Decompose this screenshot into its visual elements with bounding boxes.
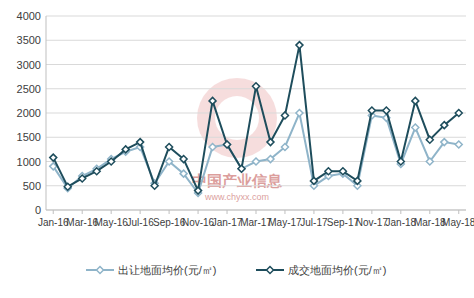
x-tick bbox=[111, 210, 112, 214]
legend-label: 出让地面均价(元/㎡) bbox=[118, 264, 216, 276]
y-tick-label: 1000 bbox=[17, 156, 41, 168]
series-marker bbox=[426, 158, 433, 165]
x-tick bbox=[256, 210, 257, 214]
series-marker bbox=[253, 83, 260, 90]
series-marker bbox=[281, 112, 288, 119]
watermark-url: www.chyxx.com bbox=[204, 192, 269, 202]
grid-line bbox=[46, 185, 466, 186]
series-marker bbox=[180, 156, 187, 163]
x-tick-label: Jan-18 bbox=[386, 217, 417, 228]
x-tick bbox=[140, 210, 141, 214]
x-tick bbox=[53, 210, 54, 214]
grid-line bbox=[46, 16, 466, 17]
x-tick bbox=[169, 210, 170, 214]
x-tick bbox=[227, 210, 228, 214]
series-marker bbox=[209, 143, 216, 150]
series-marker bbox=[412, 97, 419, 104]
series-marker bbox=[166, 143, 173, 150]
series-marker bbox=[93, 168, 100, 175]
series-marker bbox=[455, 110, 462, 117]
series-marker bbox=[339, 168, 346, 175]
series-marker bbox=[166, 158, 173, 165]
x-tick-label: Sep-16 bbox=[153, 217, 186, 228]
series-marker bbox=[267, 156, 274, 163]
series-marker bbox=[137, 139, 144, 146]
series-marker bbox=[209, 97, 216, 104]
series-marker bbox=[122, 146, 129, 153]
series-marker bbox=[412, 124, 419, 131]
x-tick-label: Jul-17 bbox=[300, 217, 328, 228]
x-tick bbox=[458, 210, 459, 214]
y-tick-label: 2500 bbox=[17, 83, 41, 95]
series-marker bbox=[108, 158, 115, 165]
y-tick-label: 500 bbox=[23, 180, 41, 192]
x-tick bbox=[429, 210, 430, 214]
x-tick bbox=[371, 210, 372, 214]
series-marker bbox=[281, 143, 288, 150]
series-marker bbox=[79, 175, 86, 182]
y-tick-label: 0 bbox=[35, 204, 41, 216]
legend-marker bbox=[267, 267, 274, 274]
y-tick-label: 3500 bbox=[17, 34, 41, 46]
x-tick-label: Nov-16 bbox=[182, 217, 215, 228]
grid-line bbox=[46, 64, 466, 65]
x-tick-label: May-17 bbox=[268, 217, 302, 228]
series-marker bbox=[441, 139, 448, 146]
y-axis bbox=[46, 16, 47, 210]
series-marker bbox=[383, 107, 390, 114]
x-tick bbox=[342, 210, 343, 214]
series-marker bbox=[368, 107, 375, 114]
x-tick-label: Jul-16 bbox=[127, 217, 155, 228]
x-tick bbox=[82, 210, 83, 214]
series-marker bbox=[50, 154, 57, 161]
series-marker bbox=[455, 141, 462, 148]
legend-label: 成交地面均价(元/㎡) bbox=[288, 264, 386, 276]
legend-marker bbox=[97, 267, 104, 274]
watermark-text: 中国产业信息 bbox=[192, 172, 283, 189]
series-marker bbox=[397, 158, 404, 165]
series-line bbox=[53, 45, 459, 191]
series-marker bbox=[426, 136, 433, 143]
series-marker bbox=[238, 165, 245, 172]
series-marker bbox=[64, 183, 71, 190]
y-tick-label: 1500 bbox=[17, 131, 41, 143]
series-marker bbox=[441, 122, 448, 129]
y-tick-label: 3000 bbox=[17, 59, 41, 71]
x-tick-label: Sep-17 bbox=[327, 217, 360, 228]
x-tick-label: Jan-17 bbox=[212, 217, 243, 228]
grid-line bbox=[46, 137, 466, 138]
series-marker bbox=[296, 42, 303, 49]
series-marker bbox=[224, 141, 231, 148]
x-tick-label: May-16 bbox=[94, 217, 128, 228]
series-marker bbox=[267, 139, 274, 146]
series-marker bbox=[195, 187, 202, 194]
x-tick bbox=[313, 210, 314, 214]
x-tick bbox=[284, 210, 285, 214]
plot-area bbox=[50, 42, 463, 197]
y-tick-label: 4000 bbox=[17, 10, 41, 22]
series-marker bbox=[253, 158, 260, 165]
x-tick-label: May-18 bbox=[442, 217, 474, 228]
x-tick bbox=[198, 210, 199, 214]
series-marker bbox=[180, 170, 187, 177]
series-marker bbox=[310, 177, 317, 184]
y-tick-label: 2000 bbox=[17, 107, 41, 119]
series-marker bbox=[325, 168, 332, 175]
series-marker bbox=[151, 182, 158, 189]
x-tick bbox=[400, 210, 401, 214]
grid-line bbox=[46, 40, 466, 41]
grid-line bbox=[46, 113, 466, 114]
x-tick-label: Nov-17 bbox=[356, 217, 389, 228]
x-tick-label: Jan-16 bbox=[38, 217, 69, 228]
series-marker bbox=[296, 110, 303, 117]
series-marker bbox=[354, 177, 361, 184]
